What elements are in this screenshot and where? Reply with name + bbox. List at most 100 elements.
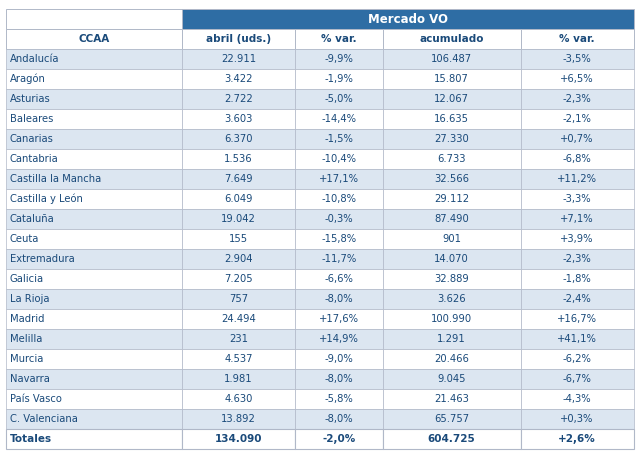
Bar	[6, 169, 182, 189]
Bar	[295, 209, 383, 229]
Bar	[182, 29, 295, 49]
Text: 4.537: 4.537	[224, 354, 253, 364]
Text: -8,0%: -8,0%	[324, 374, 353, 384]
Text: -6,6%: -6,6%	[324, 274, 353, 284]
Bar	[6, 409, 182, 429]
Text: +2,6%: +2,6%	[558, 434, 596, 444]
Text: -1,8%: -1,8%	[563, 274, 591, 284]
Text: Baleares: Baleares	[10, 114, 53, 124]
Bar	[6, 429, 182, 449]
Text: Mercado VO: Mercado VO	[368, 13, 448, 26]
Bar	[6, 129, 182, 149]
Text: Cantabria: Cantabria	[10, 154, 58, 164]
Bar	[521, 429, 634, 449]
Text: +11,2%: +11,2%	[557, 174, 597, 184]
Text: Melilla: Melilla	[10, 334, 42, 344]
Text: +0,3%: +0,3%	[561, 414, 594, 424]
Bar	[521, 409, 634, 429]
Text: 2.722: 2.722	[224, 94, 253, 104]
Text: 3.626: 3.626	[437, 294, 466, 304]
Bar	[295, 69, 383, 89]
Text: -6,8%: -6,8%	[563, 154, 591, 164]
Bar	[6, 349, 182, 369]
Text: 3.603: 3.603	[224, 114, 253, 124]
Text: +41,1%: +41,1%	[557, 334, 597, 344]
Bar	[182, 269, 295, 289]
Bar	[295, 349, 383, 369]
Bar	[383, 409, 521, 429]
Text: +6,5%: +6,5%	[561, 74, 594, 84]
Text: +14,9%: +14,9%	[319, 334, 359, 344]
Bar	[295, 189, 383, 209]
Text: Extremadura: Extremadura	[10, 254, 74, 264]
Bar	[295, 309, 383, 329]
Text: -2,3%: -2,3%	[563, 94, 591, 104]
Bar	[182, 229, 295, 249]
Text: -2,3%: -2,3%	[563, 254, 591, 264]
Bar	[521, 209, 634, 229]
Bar	[182, 169, 295, 189]
Bar	[6, 69, 182, 89]
Text: Madrid: Madrid	[10, 314, 44, 324]
Text: 4.630: 4.630	[224, 394, 253, 404]
Bar	[521, 129, 634, 149]
Bar	[521, 329, 634, 349]
Bar	[383, 269, 521, 289]
Text: -14,4%: -14,4%	[321, 114, 356, 124]
Bar	[182, 69, 295, 89]
Bar	[383, 169, 521, 189]
Text: Canarias: Canarias	[10, 134, 54, 144]
Text: 1.291: 1.291	[437, 334, 466, 344]
Bar	[383, 69, 521, 89]
Bar	[521, 349, 634, 369]
Text: 22.911: 22.911	[221, 54, 256, 64]
Bar	[521, 309, 634, 329]
Text: -6,2%: -6,2%	[563, 354, 591, 364]
Bar	[182, 189, 295, 209]
Text: 21.463: 21.463	[435, 394, 469, 404]
Text: +0,7%: +0,7%	[561, 134, 594, 144]
Text: 16.635: 16.635	[434, 114, 469, 124]
Bar	[383, 349, 521, 369]
Bar	[6, 109, 182, 129]
Text: 24.494: 24.494	[221, 314, 256, 324]
Bar	[383, 209, 521, 229]
Text: +17,1%: +17,1%	[319, 174, 359, 184]
Bar	[182, 249, 295, 269]
Text: Cataluña: Cataluña	[10, 214, 54, 224]
Text: 32.889: 32.889	[435, 274, 469, 284]
Bar	[521, 169, 634, 189]
Text: 13.892: 13.892	[221, 414, 256, 424]
Bar	[295, 109, 383, 129]
Bar	[295, 409, 383, 429]
Text: 19.042: 19.042	[221, 214, 256, 224]
Text: +17,6%: +17,6%	[319, 314, 359, 324]
Text: -3,3%: -3,3%	[563, 194, 591, 204]
Bar	[383, 389, 521, 409]
Bar	[182, 349, 295, 369]
Bar	[521, 149, 634, 169]
Text: 100.990: 100.990	[431, 314, 472, 324]
Text: -8,0%: -8,0%	[324, 414, 353, 424]
Bar	[521, 369, 634, 389]
Text: 12.067: 12.067	[434, 94, 469, 104]
Bar	[6, 389, 182, 409]
Bar	[295, 29, 383, 49]
Text: -1,9%: -1,9%	[324, 74, 353, 84]
Bar	[182, 389, 295, 409]
Text: Andalucía: Andalucía	[10, 54, 59, 64]
Text: Castilla y León: Castilla y León	[10, 194, 83, 204]
Text: % var.: % var.	[559, 34, 595, 44]
Bar	[383, 229, 521, 249]
Bar	[521, 249, 634, 269]
Text: -1,5%: -1,5%	[324, 134, 353, 144]
Text: 15.807: 15.807	[435, 74, 469, 84]
Text: abril (uds.): abril (uds.)	[206, 34, 271, 44]
Text: Murcia: Murcia	[10, 354, 43, 364]
Text: 6.049: 6.049	[224, 194, 253, 204]
Bar	[6, 9, 182, 29]
Text: CCAA: CCAA	[79, 34, 110, 44]
Text: Galicia: Galicia	[10, 274, 44, 284]
Bar	[521, 389, 634, 409]
Bar	[521, 289, 634, 309]
